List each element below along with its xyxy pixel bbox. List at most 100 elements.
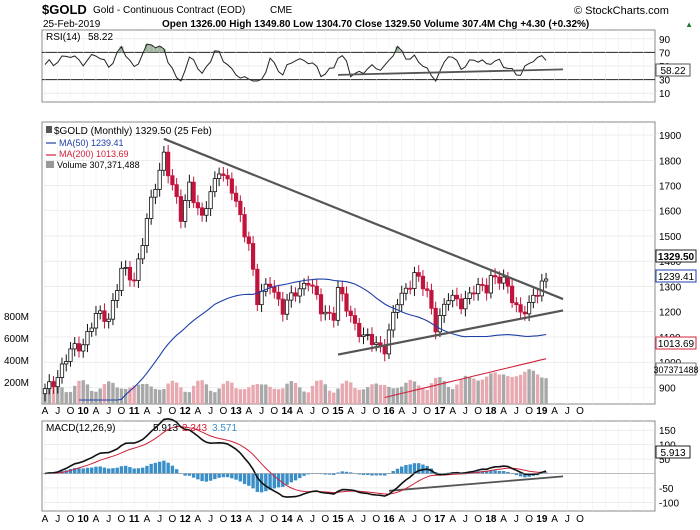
price-tick-label: 1500 [659, 232, 682, 243]
volume-bar [472, 378, 476, 404]
volume-bar [315, 380, 319, 404]
rsi-tick-label: 90 [659, 35, 671, 46]
volume-bar [208, 390, 213, 404]
macd-histogram-bar [213, 473, 217, 480]
macd-histogram-bar [493, 470, 497, 474]
macd-tick-label: -100 [659, 498, 679, 509]
volume-bar [157, 389, 162, 404]
x-tick-label: J [259, 406, 264, 417]
candle-body [369, 334, 375, 345]
rsi-badge-value: 58.22 [660, 66, 685, 77]
rsi-badge-box [655, 63, 691, 77]
macd-value-2: 2.343 [182, 423, 207, 434]
volume-bar [289, 381, 293, 404]
price-grid [42, 134, 655, 388]
x-tick-label: O [169, 406, 177, 417]
candle-body [272, 286, 277, 293]
macd-histogram-bar [293, 473, 298, 481]
x-tick-label: J [310, 514, 315, 525]
x-tick-label: O [169, 514, 177, 525]
price-legend: $GOLD (Monthly) 1329.50 (25 Feb) MA(50) … [46, 126, 212, 170]
rsi-tick-label: 10 [659, 89, 671, 100]
macd-histogram-bar [68, 469, 73, 474]
macd-histogram-bar [400, 466, 404, 474]
candle-body [85, 331, 90, 346]
x-tick-label: J [361, 406, 366, 417]
macd-histogram-bar [140, 467, 145, 474]
x-tick-label: O [321, 514, 329, 525]
x-tick-label: A [93, 514, 100, 525]
volume-tick-label: 400M [4, 356, 29, 367]
ma200-badge-box [655, 336, 697, 350]
candle-body [149, 196, 154, 219]
macd-histogram-bar [281, 473, 285, 487]
macd-histogram-bar [106, 468, 111, 474]
volume-bar [319, 380, 323, 404]
macd-value-3: 3.571 [212, 423, 237, 434]
x-tick-label: A [144, 514, 151, 525]
rsi-grid [42, 38, 655, 94]
x-tick-label: A [245, 514, 252, 525]
candle-body [484, 284, 489, 294]
volume-bar [221, 383, 226, 404]
macd-histogram-bar [489, 470, 493, 474]
candle-body [280, 298, 285, 315]
rsi-label: RSI(14) [46, 32, 80, 43]
price-tick-label: 1600 [659, 207, 682, 218]
volume-bar [344, 380, 349, 404]
candle-body [535, 294, 540, 297]
rsi-overbought-fill [153, 47, 158, 53]
volume-bar [106, 381, 111, 404]
price-tick-label: 900 [659, 383, 676, 394]
candle-body [64, 361, 69, 365]
up-arrow-icon: ▲ [685, 20, 693, 29]
candle-body [250, 243, 256, 270]
x-tick-label: 10 [78, 406, 90, 417]
candle-body [267, 283, 273, 288]
candle-body [217, 173, 222, 180]
volume-legend-icon [46, 161, 54, 168]
macd-tick-label: -50 [659, 484, 674, 495]
macd-histogram-bar [366, 473, 370, 476]
rsi-line [44, 43, 547, 82]
macd-histogram-bar [378, 473, 383, 476]
volume-bar [238, 389, 243, 404]
x-tick-label: 13 [231, 406, 243, 417]
candle-body [59, 363, 65, 378]
x-tick-label: O [219, 406, 227, 417]
macd-histogram-bar [518, 473, 523, 477]
candle-body [289, 292, 294, 301]
instrument-name: Gold - Continuous Contract (EOD) [93, 5, 245, 16]
candle-body [221, 173, 226, 176]
moving-averages [79, 278, 547, 401]
x-tick-label: O [474, 514, 482, 525]
volume-bar [349, 382, 353, 404]
support-trendline [337, 309, 564, 356]
volume-bar [480, 379, 485, 404]
macd-histogram-bar [115, 467, 119, 474]
x-tick-label: J [157, 406, 162, 417]
macd-histogram-bar [98, 466, 102, 474]
x-tick-label: 11 [129, 406, 140, 417]
candle-body [238, 200, 243, 215]
x-tick-label: A [347, 514, 354, 525]
macd-histogram-bar [302, 473, 306, 476]
macd-histogram-bar [153, 462, 158, 474]
macd-histogram-bar [523, 473, 527, 478]
candle-body [510, 285, 515, 304]
x-tick-label: O [321, 406, 329, 417]
volume-bar [153, 388, 158, 404]
macd-histogram-bar [149, 463, 153, 474]
volume-bar [429, 383, 434, 404]
macd-histogram-bar [497, 470, 502, 474]
x-tick-label: 15 [332, 406, 344, 417]
volume-bar [187, 392, 192, 404]
ma50-badge-box [655, 269, 697, 283]
candle-body [153, 188, 158, 198]
price-tick-label: 1400 [659, 257, 682, 268]
macd-histogram-bar [374, 473, 378, 476]
candle-body [501, 276, 506, 284]
rsi-badge: 58.22 [655, 63, 691, 77]
price-tick-label: 1800 [659, 156, 682, 167]
macd-histogram-bar [289, 473, 293, 483]
